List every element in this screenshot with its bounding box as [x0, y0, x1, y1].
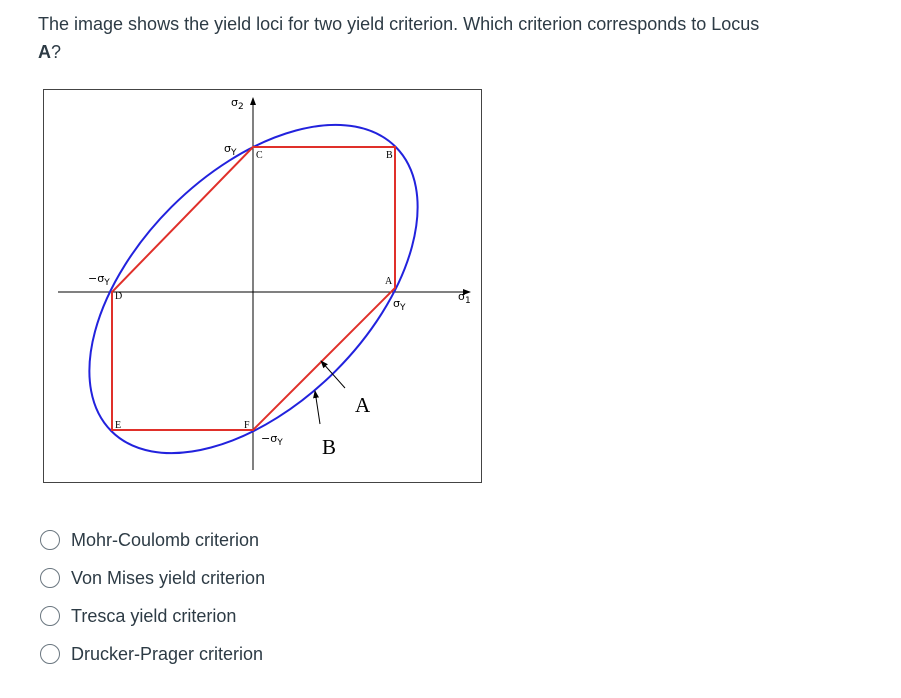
sigma-y-label-sub: Y	[230, 148, 237, 158]
option-text[interactable]: Von Mises yield criterion	[71, 567, 266, 588]
sigma-y-label-sub: Y	[276, 438, 283, 448]
sigma1-label-sub: 1	[465, 296, 471, 306]
radio-button[interactable]	[40, 530, 60, 550]
sigma1-label-base: σ	[458, 290, 465, 303]
locus-label: B	[322, 435, 336, 459]
sigma-y-label-base: −σ	[88, 272, 104, 285]
point-label: E	[115, 420, 121, 431]
sigma2-label: σ2	[231, 96, 244, 112]
locus-label: A	[355, 393, 371, 417]
answer-option[interactable]: Mohr-Coulomb criterion	[40, 527, 259, 553]
sigma-y-label-base: σ	[224, 142, 231, 155]
sigma-y-label: −σY	[261, 432, 283, 448]
sigma-y-label-base: σ	[393, 297, 400, 310]
option-text[interactable]: Tresca yield criterion	[71, 605, 237, 626]
radio-button[interactable]	[40, 606, 60, 626]
point-label: B	[386, 150, 393, 161]
arrow-b	[313, 390, 321, 425]
point-label: C	[256, 150, 263, 161]
sigma-y-label: σY	[393, 297, 406, 313]
answer-option[interactable]: Tresca yield criterion	[40, 603, 236, 629]
question-end: ?	[51, 42, 62, 62]
answer-option[interactable]: Drucker-Prager criterion	[40, 641, 263, 667]
point-label: D	[115, 291, 122, 302]
sigma1-label: σ1	[458, 290, 471, 306]
option-text[interactable]: Drucker-Prager criterion	[71, 643, 264, 664]
sigma2-label-base: σ	[231, 96, 238, 109]
point-label: A	[385, 276, 393, 287]
question-bold: A	[38, 42, 51, 62]
radio-button[interactable]	[40, 568, 60, 588]
point-label: F	[244, 420, 250, 431]
sigma-y-label: −σY	[88, 272, 110, 288]
question: The image shows the yield loci for two y…	[38, 10, 778, 66]
sigma-y-label: σY	[224, 142, 237, 158]
answer-option[interactable]: Von Mises yield criterion	[40, 565, 265, 591]
sigma-y-label-sub: Y	[103, 278, 110, 288]
tresca-hexagon	[111, 146, 396, 431]
diagram-frame	[43, 89, 482, 483]
radio-button[interactable]	[40, 644, 60, 664]
sigma-y-label-sub: Y	[399, 303, 406, 313]
sigma-y-label-base: −σ	[261, 432, 277, 445]
question-text: The image shows the yield loci for two y…	[38, 14, 760, 34]
arrow-a	[320, 360, 346, 389]
option-text[interactable]: Mohr-Coulomb criterion	[71, 529, 260, 550]
sigma2-label-sub: 2	[238, 102, 244, 112]
